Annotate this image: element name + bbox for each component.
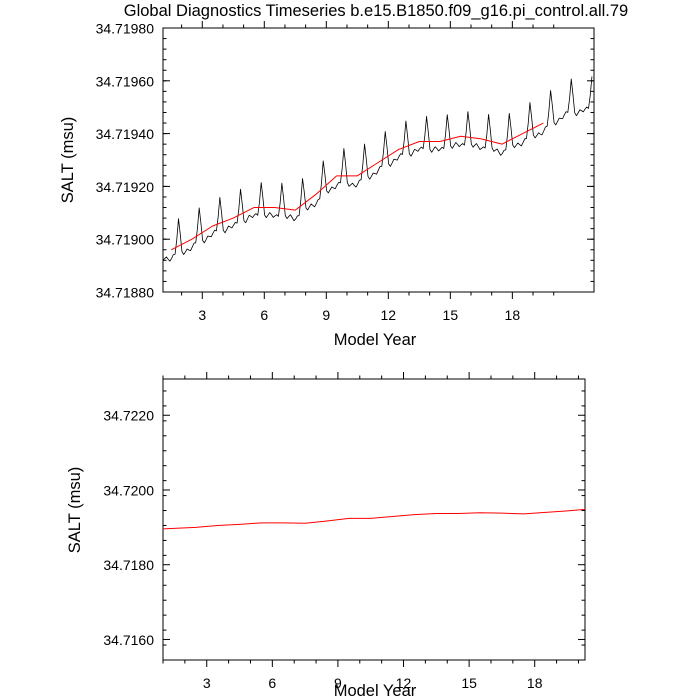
bottom-plot-frame xyxy=(162,378,586,661)
top-xlabel: Model Year xyxy=(334,331,417,349)
y-tick-label: 34.71980 xyxy=(96,21,155,37)
x-tick-label: 15 xyxy=(443,307,459,323)
bottom-y-axis: 34.7160 34.7180 34.7200 34.7220 xyxy=(103,390,585,661)
bottom-x-axis: 3 6 9 12 15 18 xyxy=(162,372,579,691)
x-tick-label: 15 xyxy=(461,675,477,691)
y-tick-label: 34.71900 xyxy=(96,232,155,248)
x-tick-label: 9 xyxy=(322,307,330,323)
y-tick-label: 34.7160 xyxy=(103,632,154,648)
figure-title: Global Diagnostics Timeseries b.e15.B185… xyxy=(124,2,628,20)
y-tick-label: 34.71960 xyxy=(96,73,155,89)
top-ylabel: SALT (msu) xyxy=(59,117,77,204)
y-tick-label: 34.7220 xyxy=(103,408,154,424)
top-y-axis: 34.71880 34.71900 34.71920 34.71940 34.71960… xyxy=(96,21,594,301)
x-tick-label: 3 xyxy=(198,307,206,323)
x-tick-label: 3 xyxy=(203,675,211,691)
series-line-annual-mean xyxy=(171,122,544,251)
bottom-panel: 34.7160 34.7180 34.7200 34.7220 3 6 9 12 15 18 M… xyxy=(66,372,586,700)
x-tick-label: 12 xyxy=(381,307,397,323)
top-series xyxy=(162,76,593,262)
y-tick-label: 34.71880 xyxy=(96,285,155,301)
y-tick-label: 34.71940 xyxy=(96,126,155,142)
y-tick-label: 34.7180 xyxy=(103,557,154,573)
x-tick-label: 18 xyxy=(527,675,543,691)
bottom-series xyxy=(162,508,586,530)
top-x-axis: 3 6 9 12 15 18 xyxy=(181,21,555,323)
top-plot-frame xyxy=(162,27,595,293)
top-panel: 34.71880 34.71900 34.71920 34.71940 34.71960… xyxy=(59,21,595,349)
x-tick-label: 12 xyxy=(396,675,412,691)
x-tick-label: 9 xyxy=(334,675,342,691)
y-tick-label: 34.71920 xyxy=(96,179,155,195)
bottom-xlabel: Model Year xyxy=(334,682,417,700)
bottom-ylabel: SALT (msu) xyxy=(66,467,84,554)
x-tick-label: 6 xyxy=(260,307,268,323)
x-tick-label: 18 xyxy=(505,307,521,323)
series-line-monthly xyxy=(162,76,593,262)
x-tick-label: 6 xyxy=(268,675,276,691)
y-tick-label: 34.7200 xyxy=(103,482,154,498)
series-line-annual-mean xyxy=(162,508,586,530)
